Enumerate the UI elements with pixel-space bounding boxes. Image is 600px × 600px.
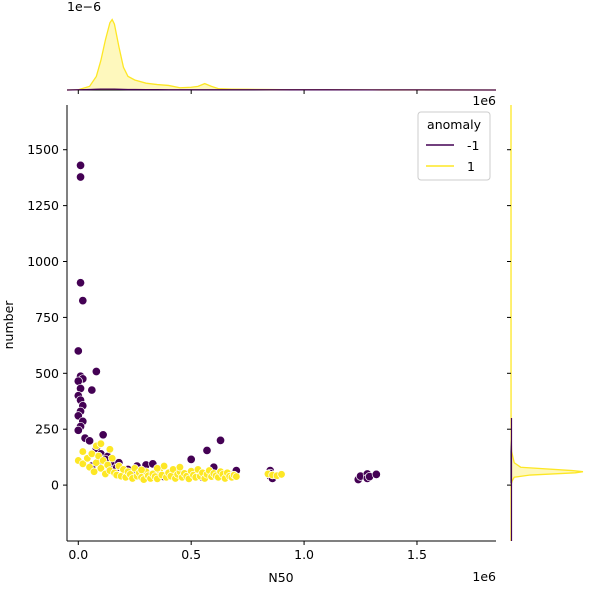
scatter-point-anomaly-pos xyxy=(153,464,162,473)
scatter-point-anomaly-pos xyxy=(137,465,146,475)
legend-label-pos: 1 xyxy=(467,159,475,174)
scatter-point-anomaly-neg xyxy=(371,469,381,479)
top-kde-line-neg xyxy=(66,88,497,91)
scatter-point-anomaly-pos xyxy=(96,439,106,448)
y-tick-label: 500 xyxy=(35,366,59,381)
scatter-point-anomaly-pos xyxy=(108,454,117,463)
y-tick-label: 0 xyxy=(51,478,59,493)
scatter-point-anomaly-neg xyxy=(85,436,95,446)
scatter-point-anomaly-neg xyxy=(91,366,101,377)
scatter-point-anomaly-neg xyxy=(78,296,88,306)
scatter-point-anomaly-neg xyxy=(186,454,196,464)
top-marginal-offset-label: 1e−6 xyxy=(67,0,101,14)
scatter-point-anomaly-pos xyxy=(78,447,87,456)
scatter-point-anomaly-neg xyxy=(75,278,86,288)
scatter-point-anomaly-neg xyxy=(202,445,212,455)
y-tick-label: 1000 xyxy=(27,254,59,269)
right-marginal xyxy=(510,104,584,541)
scatter-point-anomaly-neg xyxy=(87,385,97,395)
x-axis: −0.50.00.51.01.5 xyxy=(67,90,496,562)
scatter-point-anomaly-neg xyxy=(98,430,108,440)
y-tick-label: 1500 xyxy=(27,142,59,157)
y-tick-label: 1250 xyxy=(27,198,59,213)
x-tick-label: 0.0 xyxy=(68,547,88,562)
scatter-point-anomaly-pos xyxy=(232,472,241,481)
top-kde-fill-pos xyxy=(67,19,496,90)
scatter-point-anomaly-neg xyxy=(215,435,226,445)
scatter-point-anomaly-pos xyxy=(89,467,99,476)
x-axis-title: N50 xyxy=(268,570,293,585)
scatter-point-anomaly-neg xyxy=(75,160,86,170)
scatter-point-anomaly-neg xyxy=(73,346,83,356)
x-tick-label: 1.5 xyxy=(407,547,427,562)
scatter-point-anomaly-neg xyxy=(75,172,86,182)
legend: anomaly -1 1 xyxy=(417,111,491,181)
right-marginal-offset-label: 1e6 xyxy=(472,93,496,108)
x-tick-label: 0.5 xyxy=(181,547,201,562)
y-tick-label: 250 xyxy=(35,422,59,437)
legend-title: anomaly xyxy=(427,117,482,132)
legend-label-neg: -1 xyxy=(467,138,479,153)
y-axis: 0 250 500 750 1000 1250 1500 xyxy=(27,105,511,541)
scatter-point-anomaly-pos xyxy=(78,459,87,469)
top-marginal xyxy=(66,18,497,91)
legend-frame xyxy=(417,111,491,181)
scatter-point-anomaly-neg xyxy=(73,425,83,435)
scatter-point-anomaly-pos xyxy=(277,470,286,479)
right-kde-line-pos xyxy=(510,104,584,541)
x-tick-label: 1.0 xyxy=(294,547,314,562)
scatter-point-anomaly-pos xyxy=(175,463,185,472)
plot-area xyxy=(73,160,381,485)
x-offset-label: 1e6 xyxy=(472,569,496,584)
y-tick-label: 750 xyxy=(35,310,59,325)
y-axis-title: number xyxy=(1,300,16,350)
scatter-point-anomaly-pos xyxy=(96,464,106,473)
scatter-point-anomaly-pos xyxy=(105,445,115,454)
